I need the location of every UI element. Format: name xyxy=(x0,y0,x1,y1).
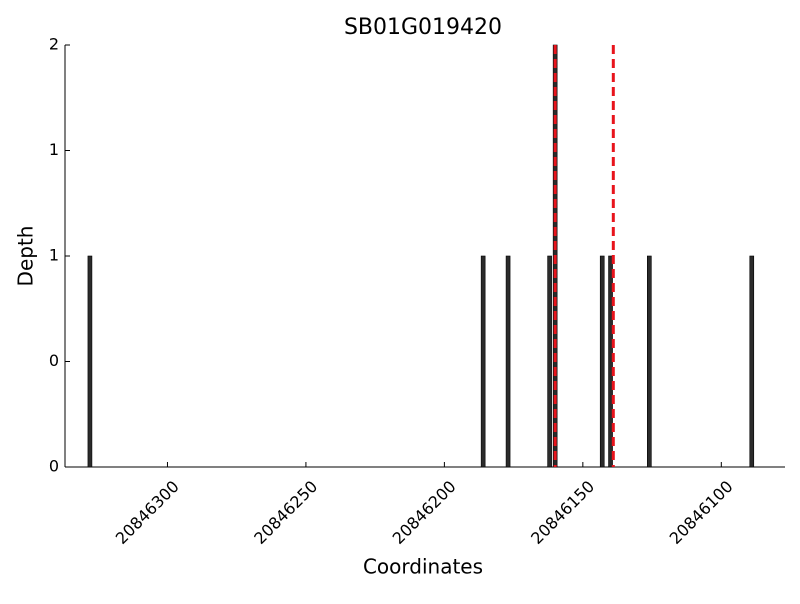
chart-title: SB01G019420 xyxy=(344,15,502,40)
x-tick-label: 20846200 xyxy=(389,477,460,548)
bar xyxy=(647,255,652,468)
bar xyxy=(505,255,511,468)
bar xyxy=(480,255,486,468)
x-axis-label: Coordinates xyxy=(363,555,483,579)
y-tick-label: 0 xyxy=(49,351,59,370)
x-tick-label: 20846250 xyxy=(250,477,321,548)
x-tick-label: 20846300 xyxy=(112,477,183,548)
bar xyxy=(87,255,93,468)
y-axis-label: Depth xyxy=(14,226,38,287)
y-tick-label: 1 xyxy=(49,140,59,159)
x-tick-label: 20846150 xyxy=(527,477,598,548)
bar xyxy=(547,255,552,468)
bar xyxy=(749,255,755,468)
x-tick-label: 20846100 xyxy=(666,477,737,548)
bar xyxy=(599,255,605,468)
y-tick-label: 2 xyxy=(49,35,59,54)
y-tick-label: 1 xyxy=(49,246,59,265)
y-tick-label: 0 xyxy=(49,457,59,476)
